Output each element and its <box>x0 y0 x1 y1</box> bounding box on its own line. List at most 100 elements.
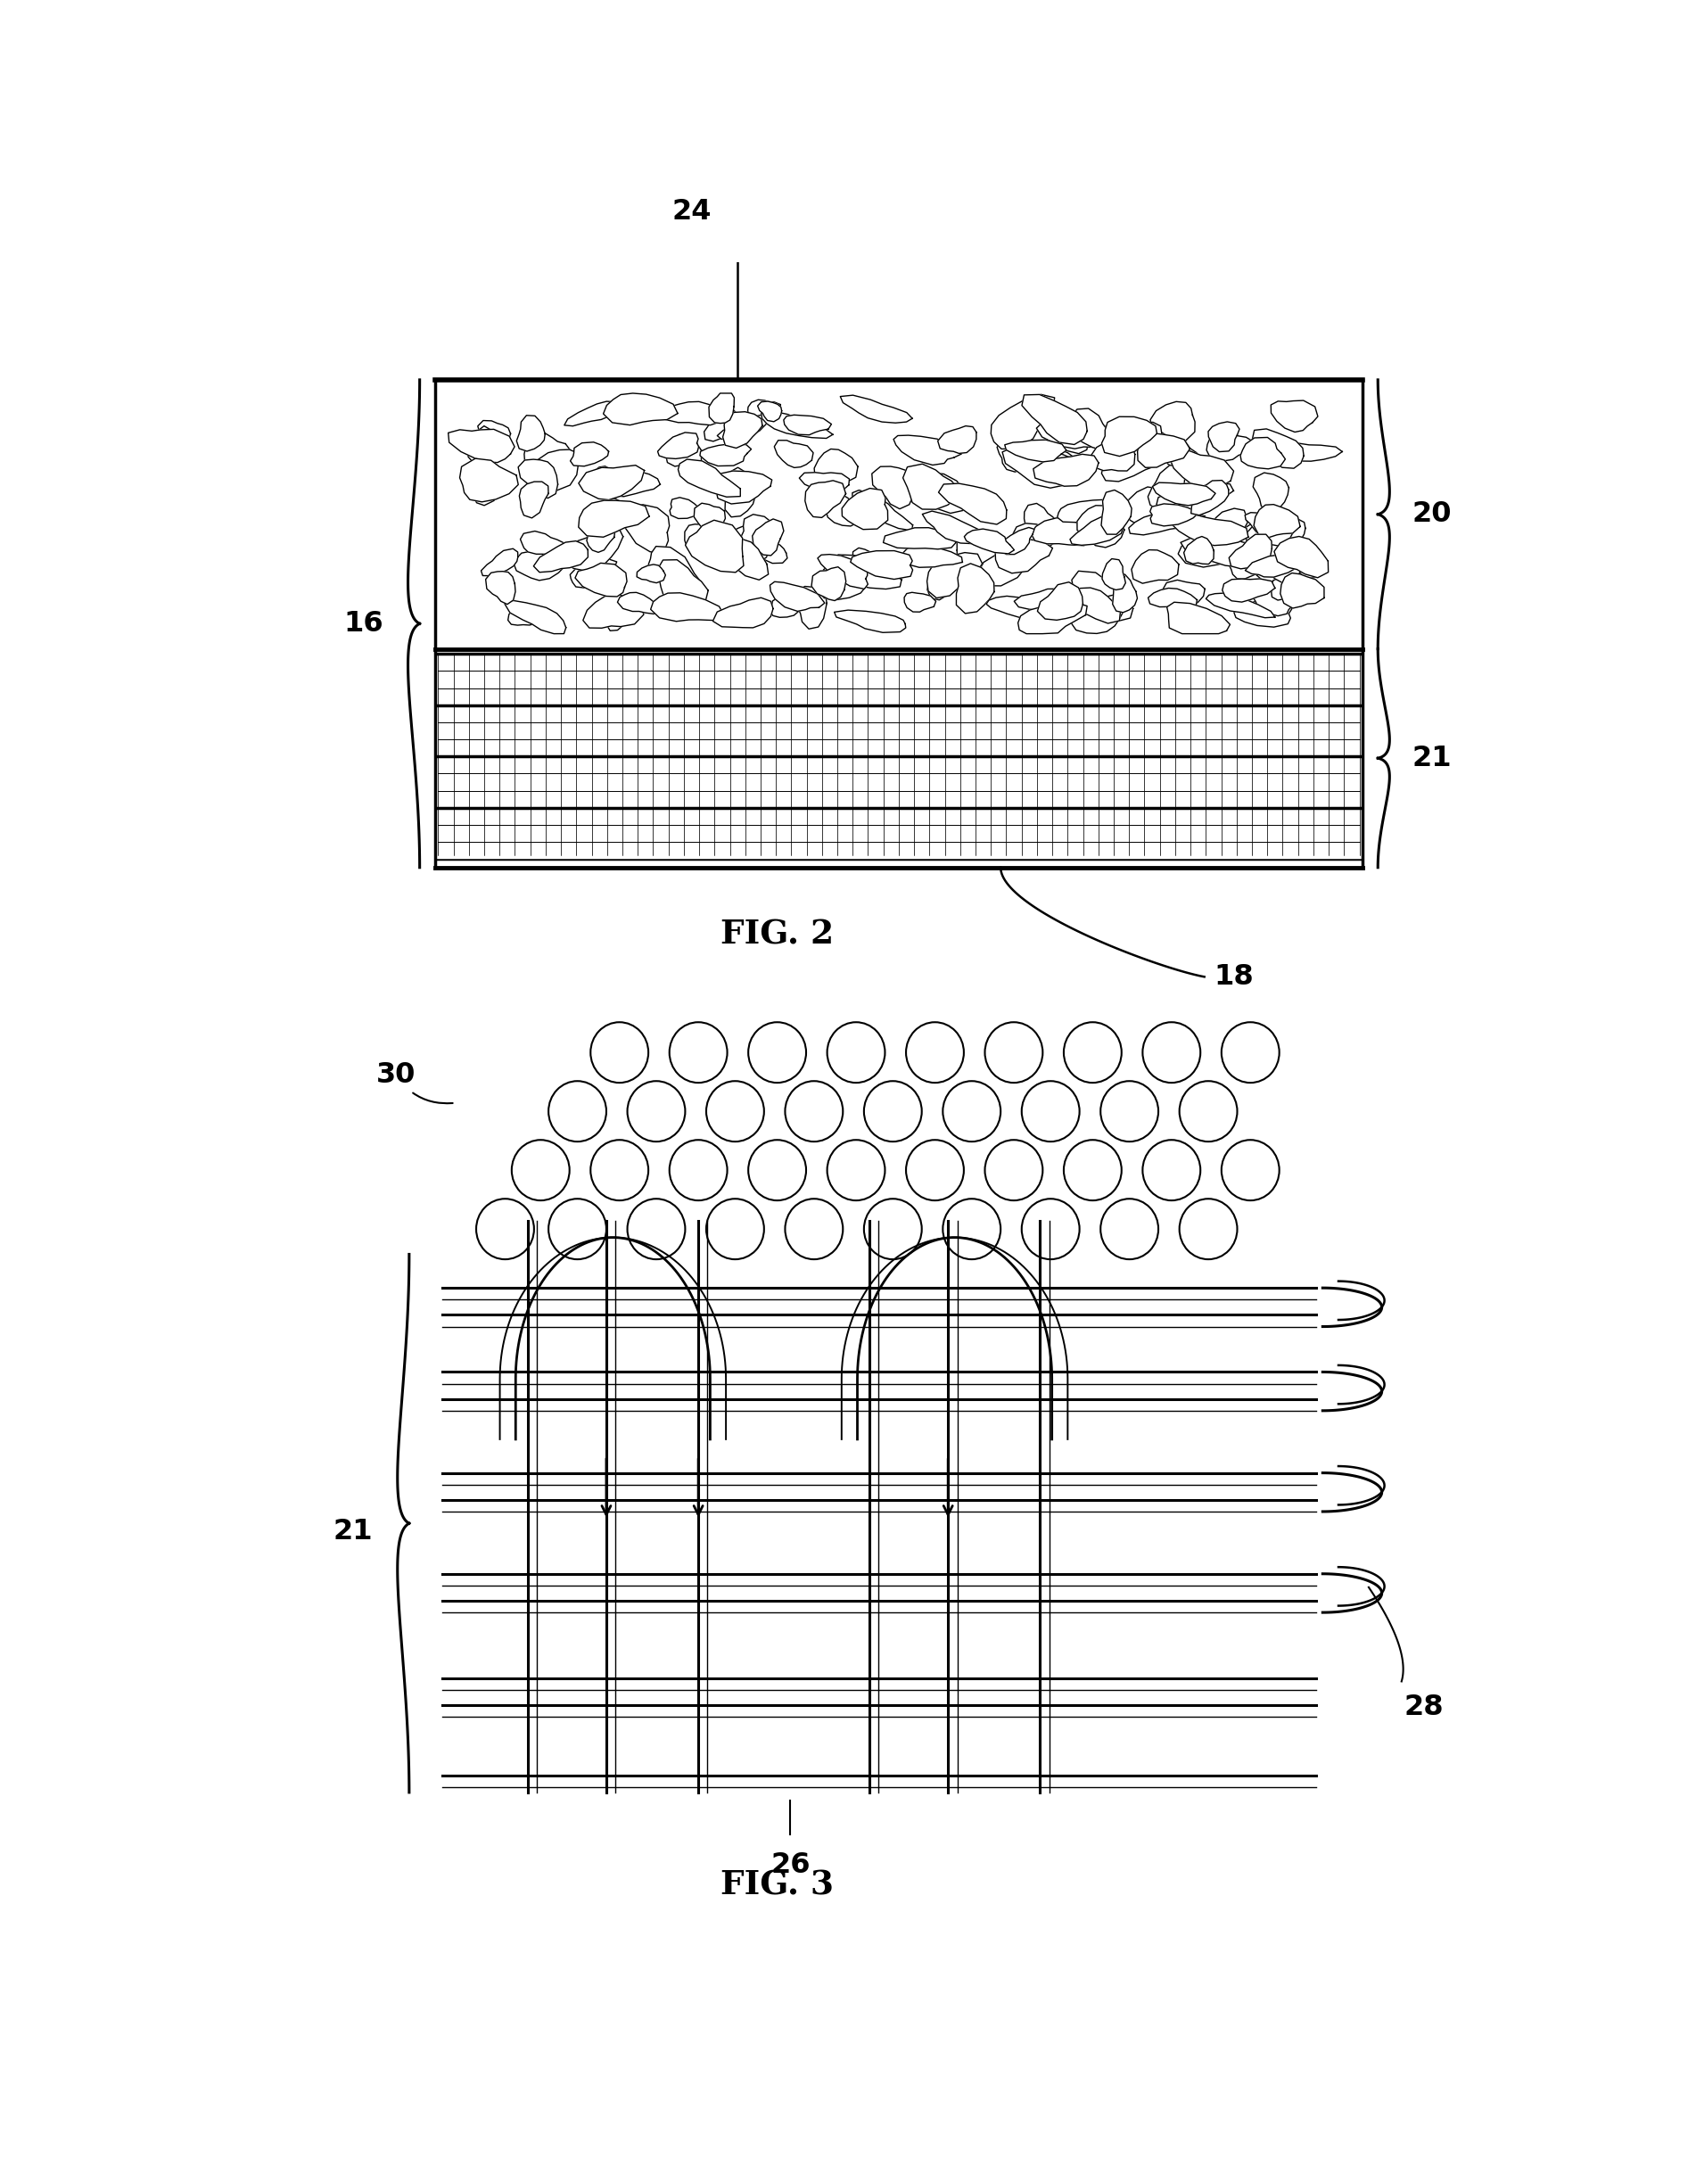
Polygon shape <box>636 563 665 583</box>
Polygon shape <box>811 568 846 601</box>
Polygon shape <box>607 605 633 631</box>
Polygon shape <box>711 522 782 568</box>
Polygon shape <box>1152 483 1216 505</box>
Polygon shape <box>505 601 566 633</box>
Polygon shape <box>1272 579 1294 601</box>
Ellipse shape <box>590 1022 648 1083</box>
Ellipse shape <box>1021 1199 1079 1260</box>
Polygon shape <box>1252 428 1304 467</box>
Ellipse shape <box>512 1140 570 1201</box>
Polygon shape <box>799 472 850 494</box>
Polygon shape <box>902 463 958 509</box>
Polygon shape <box>565 402 619 426</box>
Polygon shape <box>853 548 877 579</box>
Polygon shape <box>872 467 914 509</box>
Polygon shape <box>661 402 722 426</box>
Polygon shape <box>997 441 1028 472</box>
Polygon shape <box>1150 402 1196 441</box>
Bar <box>436 649 1362 867</box>
Polygon shape <box>1169 450 1233 489</box>
Polygon shape <box>524 432 572 470</box>
Polygon shape <box>1131 550 1179 583</box>
Polygon shape <box>1253 472 1289 511</box>
Polygon shape <box>665 435 702 467</box>
Polygon shape <box>570 559 617 587</box>
Polygon shape <box>1036 422 1089 454</box>
Ellipse shape <box>985 1140 1043 1201</box>
Polygon shape <box>894 472 967 513</box>
Polygon shape <box>519 483 548 518</box>
Polygon shape <box>714 472 772 505</box>
Polygon shape <box>841 489 887 529</box>
Polygon shape <box>685 520 743 572</box>
Polygon shape <box>1038 583 1082 620</box>
Polygon shape <box>1014 590 1067 609</box>
Polygon shape <box>1031 518 1097 546</box>
Polygon shape <box>741 515 778 548</box>
Polygon shape <box>1219 520 1279 555</box>
Polygon shape <box>575 563 628 596</box>
Text: 18: 18 <box>1214 963 1253 992</box>
Text: FIG. 3: FIG. 3 <box>721 1867 834 1902</box>
Polygon shape <box>1248 550 1297 598</box>
Polygon shape <box>1235 598 1292 627</box>
Ellipse shape <box>548 1081 607 1142</box>
Polygon shape <box>1004 439 1067 461</box>
Polygon shape <box>899 546 962 568</box>
Polygon shape <box>1024 502 1058 535</box>
Polygon shape <box>1148 587 1197 609</box>
Polygon shape <box>517 415 544 452</box>
Polygon shape <box>1223 579 1275 603</box>
Polygon shape <box>1208 509 1248 533</box>
Ellipse shape <box>628 1081 685 1142</box>
Polygon shape <box>1063 587 1121 622</box>
Ellipse shape <box>943 1081 1001 1142</box>
Ellipse shape <box>1143 1022 1201 1083</box>
Polygon shape <box>1077 577 1116 598</box>
Polygon shape <box>1150 505 1197 526</box>
Polygon shape <box>587 526 616 553</box>
Polygon shape <box>817 555 868 590</box>
Polygon shape <box>1162 437 1202 472</box>
Polygon shape <box>460 459 519 502</box>
Polygon shape <box>478 422 510 448</box>
Polygon shape <box>602 498 631 526</box>
Polygon shape <box>534 450 578 491</box>
Polygon shape <box>990 395 1055 450</box>
Polygon shape <box>1206 594 1275 618</box>
Polygon shape <box>583 594 644 629</box>
Polygon shape <box>1230 535 1272 568</box>
Polygon shape <box>485 572 516 605</box>
Polygon shape <box>1130 513 1204 535</box>
Polygon shape <box>1280 572 1325 607</box>
Polygon shape <box>714 539 768 581</box>
Ellipse shape <box>1101 1081 1158 1142</box>
Polygon shape <box>826 494 856 526</box>
Polygon shape <box>957 563 994 614</box>
Polygon shape <box>678 459 741 498</box>
Polygon shape <box>589 465 621 489</box>
Ellipse shape <box>628 1199 685 1260</box>
Polygon shape <box>712 598 773 627</box>
Polygon shape <box>1077 505 1126 535</box>
Polygon shape <box>1267 443 1342 461</box>
Polygon shape <box>1101 489 1131 535</box>
Polygon shape <box>1074 515 1124 548</box>
Polygon shape <box>1053 419 1097 463</box>
Polygon shape <box>1228 548 1267 579</box>
Polygon shape <box>534 542 589 572</box>
Polygon shape <box>1018 603 1087 633</box>
Polygon shape <box>468 426 494 463</box>
Polygon shape <box>1265 515 1294 557</box>
Polygon shape <box>519 459 558 498</box>
Polygon shape <box>834 609 906 633</box>
Polygon shape <box>1009 524 1053 563</box>
Polygon shape <box>1070 513 1126 546</box>
Polygon shape <box>704 408 738 441</box>
Polygon shape <box>700 443 751 465</box>
Text: 30: 30 <box>377 1061 453 1103</box>
Polygon shape <box>604 393 678 426</box>
Polygon shape <box>724 467 755 518</box>
Ellipse shape <box>828 1022 885 1083</box>
Polygon shape <box>806 480 846 518</box>
